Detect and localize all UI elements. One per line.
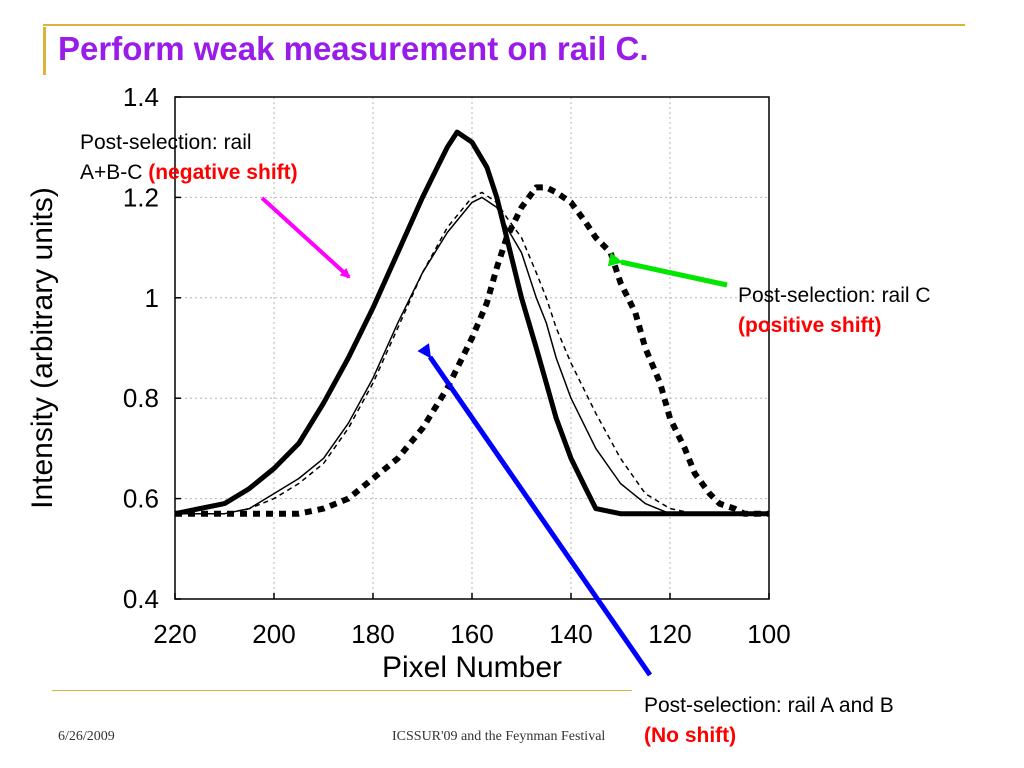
series-line-negative-shift [174, 129, 769, 517]
series-line-positive-shift [175, 184, 769, 517]
series-line-no-shift-measured [175, 196, 769, 515]
x-tick-label: 120 [648, 619, 691, 649]
annotation-none-line1: Post-selection: rail A and B [644, 694, 894, 717]
annotation-no-shift: Post-selection: rail A and B (No shift) [644, 691, 1014, 751]
footer-conference: ICSSUR'09 and the Feynman Festival [392, 729, 606, 744]
blue-arrow [417, 343, 653, 677]
annotation-positive-shift: Post-selection: rail C (positive shift) [738, 281, 1018, 341]
annotation-negative-line2: A+B-C (negative shift) [80, 158, 380, 188]
title-accent-rule-left [43, 27, 46, 75]
x-tick-label: 100 [747, 619, 790, 649]
x-tick-label: 180 [351, 619, 394, 649]
title-accent-rule-top [43, 24, 965, 26]
y-tick-label: 1.2 [123, 182, 159, 212]
chart-ticks: 220 200 180 160 140 120 100 0.4 0.6 0.8 1 1.2 1.4 [123, 82, 791, 649]
x-tick-label: 200 [252, 619, 295, 649]
y-axis-label: Intensity (arbitrary units) [26, 187, 59, 509]
slide-title: Perform weak measurement on rail C. [58, 30, 649, 67]
annotation-negative-emphasis: (negative shift) [148, 161, 298, 184]
annotation-positive-emphasis: (positive shift) [738, 314, 882, 337]
y-tick-label: 1.4 [123, 82, 159, 112]
green-arrow [607, 252, 728, 288]
x-axis-label: Pixel Number [382, 651, 562, 684]
footer-rule [52, 690, 632, 691]
annotation-negative-line1: Post-selection: rail [80, 131, 252, 154]
chart-series-group [174, 129, 769, 517]
y-tick-label: 0.8 [123, 383, 159, 413]
y-tick-label: 0.6 [123, 484, 159, 514]
footer-date: 6/26/2009 [58, 729, 115, 744]
annotation-negative-prefix: A+B-C [80, 161, 149, 184]
x-tick-label: 160 [450, 619, 493, 649]
y-tick-label: 1 [145, 283, 159, 313]
annotation-positive-line1: Post-selection: rail C [738, 284, 931, 307]
x-tick-label: 140 [549, 619, 592, 649]
y-tick-label: 0.4 [123, 584, 159, 614]
annotation-none-emphasis: (No shift) [644, 724, 737, 747]
x-tick-label: 220 [153, 619, 196, 649]
series-line-no-shift-dashed [175, 191, 769, 515]
annotation-negative-shift: Post-selection: rail A+B-C (negative shi… [80, 128, 380, 188]
magenta-arrow [260, 196, 351, 279]
